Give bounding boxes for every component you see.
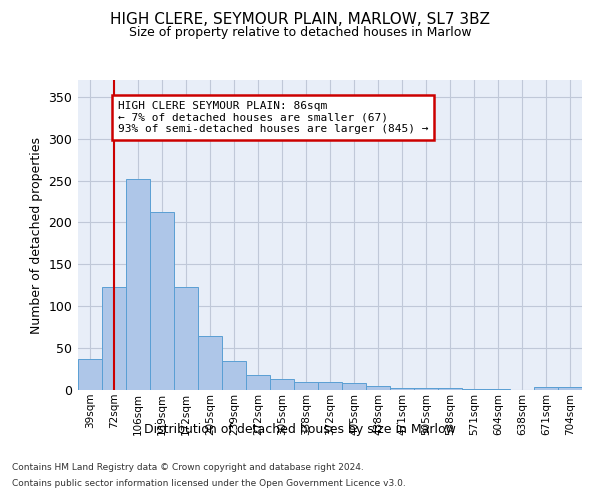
Bar — [486, 389, 510, 390]
Bar — [198, 336, 222, 390]
Bar — [126, 179, 150, 390]
Text: Contains public sector information licensed under the Open Government Licence v3: Contains public sector information licen… — [12, 478, 406, 488]
Bar — [294, 382, 318, 390]
Bar — [270, 379, 294, 390]
Text: Distribution of detached houses by size in Marlow: Distribution of detached houses by size … — [144, 422, 456, 436]
Bar — [438, 388, 462, 390]
Bar — [558, 386, 582, 390]
Bar — [318, 382, 342, 390]
Bar — [342, 384, 366, 390]
Bar — [150, 212, 174, 390]
Bar — [222, 360, 246, 390]
Bar — [174, 287, 198, 390]
Bar — [414, 388, 438, 390]
Bar — [78, 359, 102, 390]
Y-axis label: Number of detached properties: Number of detached properties — [30, 136, 43, 334]
Bar — [366, 386, 390, 390]
Text: HIGH CLERE, SEYMOUR PLAIN, MARLOW, SL7 3BZ: HIGH CLERE, SEYMOUR PLAIN, MARLOW, SL7 3… — [110, 12, 490, 28]
Bar — [462, 389, 486, 390]
Text: Size of property relative to detached houses in Marlow: Size of property relative to detached ho… — [128, 26, 472, 39]
Bar — [390, 388, 414, 390]
Text: HIGH CLERE SEYMOUR PLAIN: 86sqm
← 7% of detached houses are smaller (67)
93% of : HIGH CLERE SEYMOUR PLAIN: 86sqm ← 7% of … — [118, 101, 428, 134]
Text: Contains HM Land Registry data © Crown copyright and database right 2024.: Contains HM Land Registry data © Crown c… — [12, 464, 364, 472]
Bar — [246, 375, 270, 390]
Bar — [102, 287, 126, 390]
Bar — [534, 386, 558, 390]
